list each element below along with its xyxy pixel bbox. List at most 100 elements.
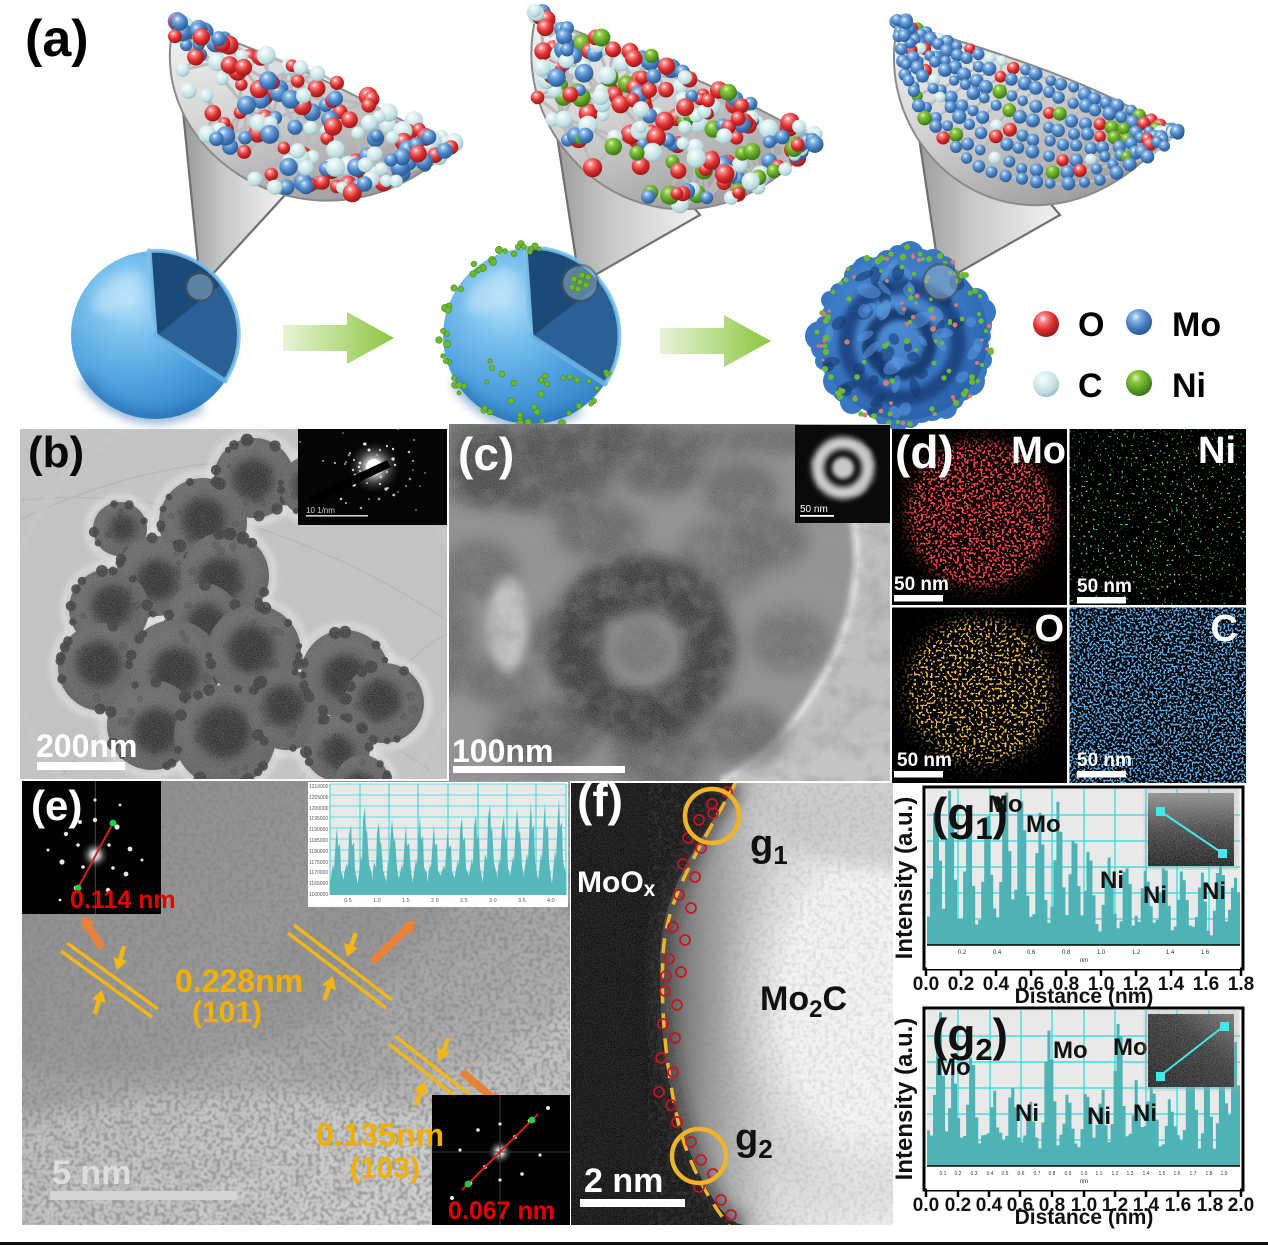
svg-text:0.4: 0.4 <box>976 1195 1003 1216</box>
svg-text:nm: nm <box>1080 1179 1088 1185</box>
svg-text:(103): (103) <box>350 1152 420 1185</box>
svg-text:1.6: 1.6 <box>1174 1171 1181 1177</box>
svg-text:1.8: 1.8 <box>1228 974 1254 995</box>
svg-text:1.0: 1.0 <box>1097 950 1106 956</box>
svg-text:0.5: 0.5 <box>1002 1171 1009 1177</box>
svg-text:Mo: Mo <box>936 1054 971 1081</box>
svg-text:1.8: 1.8 <box>1197 1195 1223 1216</box>
svg-text:1.0: 1.0 <box>373 898 381 904</box>
svg-text:1170000: 1170000 <box>309 870 328 876</box>
svg-text:1175000: 1175000 <box>309 860 328 866</box>
svg-text:0.067 nm: 0.067 nm <box>448 1197 555 1225</box>
svg-text:0.135nm: 0.135nm <box>316 1117 444 1153</box>
svg-text:C: C <box>1078 367 1103 405</box>
svg-text:1.2: 1.2 <box>1132 950 1141 956</box>
svg-text:Ni: Ni <box>1015 1100 1039 1127</box>
svg-text:Mo: Mo <box>1011 430 1066 472</box>
svg-text:0.8: 0.8 <box>1049 1171 1056 1177</box>
svg-text:0.6: 0.6 <box>1018 1171 1025 1177</box>
svg-text:2.0: 2.0 <box>431 898 439 904</box>
svg-text:(e): (e) <box>31 782 82 829</box>
svg-text:Ni: Ni <box>1100 867 1124 894</box>
svg-text:Ni: Ni <box>1202 878 1226 905</box>
svg-text:O: O <box>1078 306 1104 344</box>
svg-text:0.2: 0.2 <box>945 1195 971 1216</box>
svg-text:1.4: 1.4 <box>1143 1171 1150 1177</box>
svg-text:4.0: 4.0 <box>547 898 555 904</box>
svg-text:50 nm: 50 nm <box>1077 750 1132 771</box>
svg-text:nm: nm <box>1080 958 1088 964</box>
svg-text:0.6: 0.6 <box>1007 1195 1033 1216</box>
svg-text:Mo: Mo <box>988 791 1023 818</box>
svg-text:1.6: 1.6 <box>1165 1195 1191 1216</box>
svg-text:0.0: 0.0 <box>913 974 939 995</box>
svg-text:Distance (nm): Distance (nm) <box>1015 1206 1154 1229</box>
svg-text:50 nm: 50 nm <box>800 504 828 515</box>
svg-text:Intensity (a.u.): Intensity (a.u.) <box>891 1018 918 1181</box>
svg-text:1.9: 1.9 <box>1221 1171 1228 1177</box>
svg-text:5 nm: 5 nm <box>52 1154 131 1192</box>
svg-text:1.2: 1.2 <box>1102 1195 1128 1216</box>
svg-text:(f): (f) <box>577 774 623 826</box>
svg-text:1200000: 1200000 <box>309 806 329 812</box>
svg-text:0.114 nm: 0.114 nm <box>70 886 176 914</box>
svg-text:0.2: 0.2 <box>958 950 967 956</box>
svg-text:2 nm: 2 nm <box>584 1162 663 1200</box>
svg-text:Mo: Mo <box>1053 1037 1088 1064</box>
svg-text:1180000: 1180000 <box>309 849 328 855</box>
svg-text:0.2: 0.2 <box>948 974 974 995</box>
svg-text:0.1: 0.1 <box>940 1171 947 1177</box>
svg-text:Mo: Mo <box>1172 306 1221 344</box>
svg-text:0.3: 0.3 <box>971 1171 978 1177</box>
svg-text:0.5: 0.5 <box>344 898 352 904</box>
svg-text:0.228nm: 0.228nm <box>175 963 303 999</box>
svg-text:MoOx: MoOx <box>577 866 656 901</box>
svg-text:100nm: 100nm <box>452 733 553 769</box>
svg-text:(c): (c) <box>458 428 514 480</box>
svg-text:1205000: 1205000 <box>309 795 329 801</box>
svg-text:2.5: 2.5 <box>460 898 468 904</box>
svg-text:1.0: 1.0 <box>1081 1171 1088 1177</box>
svg-text:0.6: 0.6 <box>1027 950 1036 956</box>
svg-text:1.7: 1.7 <box>1190 1171 1197 1177</box>
svg-text:(g2): (g2) <box>932 1009 1008 1067</box>
svg-text:50 nm: 50 nm <box>1077 576 1132 597</box>
svg-text:1.6: 1.6 <box>1193 974 1219 995</box>
svg-text:Mo: Mo <box>1113 1034 1148 1061</box>
svg-text:1.4: 1.4 <box>1166 950 1175 956</box>
svg-text:1.1: 1.1 <box>1096 1171 1103 1177</box>
svg-text:O: O <box>1034 608 1064 650</box>
svg-text:1195000: 1195000 <box>309 816 328 822</box>
svg-text:1.8: 1.8 <box>1206 1171 1213 1177</box>
svg-text:0.8: 0.8 <box>1053 974 1079 995</box>
svg-text:1190000: 1190000 <box>309 827 328 833</box>
svg-text:10 1/nm: 10 1/nm <box>306 506 335 515</box>
svg-text:Distance (nm): Distance (nm) <box>1015 985 1154 1008</box>
svg-text:50 nm: 50 nm <box>897 750 952 771</box>
svg-text:(101): (101) <box>192 996 262 1029</box>
svg-text:1.6: 1.6 <box>1201 950 1210 956</box>
svg-text:1210000: 1210000 <box>309 784 329 790</box>
svg-text:0.4: 0.4 <box>983 974 1010 995</box>
svg-text:(d): (d) <box>895 426 954 478</box>
svg-text:0.4: 0.4 <box>993 950 1002 956</box>
svg-text:Ni: Ni <box>1198 430 1236 472</box>
svg-text:0.7: 0.7 <box>1034 1171 1041 1177</box>
svg-text:50 nm: 50 nm <box>894 574 949 595</box>
svg-text:0.8: 0.8 <box>1039 1195 1065 1216</box>
svg-text:3.0: 3.0 <box>489 898 497 904</box>
svg-text:0.6: 0.6 <box>1018 974 1044 995</box>
svg-text:(g1): (g1) <box>932 788 1008 846</box>
svg-text:1.4: 1.4 <box>1158 974 1185 995</box>
svg-text:1.2: 1.2 <box>1112 1171 1119 1177</box>
svg-text:Ni: Ni <box>1172 367 1206 405</box>
svg-text:0.9: 0.9 <box>1065 1171 1072 1177</box>
svg-text:Mo: Mo <box>1026 811 1061 838</box>
svg-text:1.3: 1.3 <box>1127 1171 1134 1177</box>
svg-text:Ni: Ni <box>1133 1100 1157 1127</box>
svg-text:1.5: 1.5 <box>1159 1171 1166 1177</box>
svg-text:1160000: 1160000 <box>309 892 328 898</box>
svg-text:(b): (b) <box>28 428 84 477</box>
svg-text:C: C <box>1211 608 1238 650</box>
svg-text:Ni: Ni <box>1087 1103 1111 1130</box>
